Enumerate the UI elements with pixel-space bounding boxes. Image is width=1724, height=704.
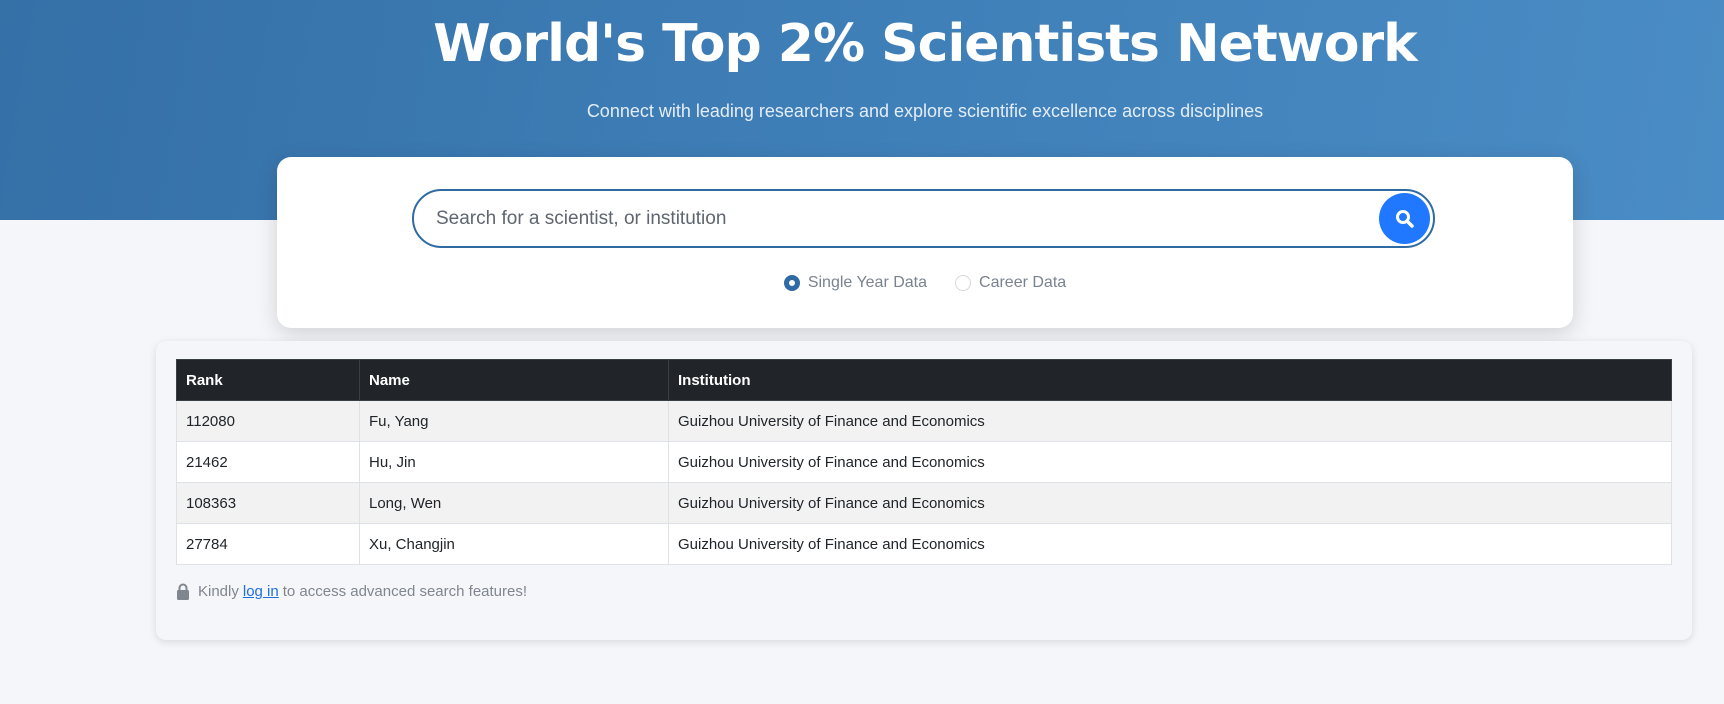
institution-cell: Guizhou University of Finance and Econom…	[668, 441, 1672, 483]
radio-career[interactable]: Career Data	[955, 274, 1066, 292]
login-note: Kindly log in to access advanced search fe…	[176, 583, 527, 600]
results-panel: Rank Name Institution 112080 Fu, Yang Guiz…	[156, 341, 1692, 640]
lock-icon	[177, 583, 189, 600]
login-link[interactable]: log in	[242, 583, 279, 600]
page-subtitle: Connect with leading researchers and exp…	[586, 101, 1264, 121]
note-prefix: Kindly	[198, 583, 239, 600]
column-header-rank[interactable]: Rank	[176, 359, 360, 401]
institution-cell: Guizhou University of Finance and Econom…	[668, 523, 1672, 565]
column-header-institution[interactable]: Institution	[668, 359, 1672, 401]
radio-single-year[interactable]: Single Year Data	[783, 274, 928, 292]
results-table: Rank Name Institution 112080 Fu, Yang Guiz…	[176, 359, 1672, 565]
rank-cell: 112080	[176, 400, 360, 442]
name-cell: Fu, Yang	[359, 400, 669, 442]
name-cell: Hu, Jin	[359, 441, 669, 483]
radio-label: Single Year Data	[807, 274, 928, 291]
radio-unchecked-icon[interactable]	[955, 275, 972, 291]
column-header-name[interactable]: Name	[359, 359, 669, 401]
radio-checked-icon[interactable]	[783, 275, 800, 291]
institution-cell: Guizhou University of Finance and Econom…	[668, 400, 1672, 442]
table-row[interactable]: 108363 Long, Wen Guizhou University of Fin…	[176, 482, 1672, 524]
rank-cell: 108363	[176, 482, 360, 524]
search-input[interactable]	[436, 191, 1336, 246]
search-button[interactable]	[1379, 193, 1430, 244]
rank-cell: 27784	[176, 523, 360, 565]
table-row[interactable]: 112080 Fu, Yang Guizhou University of Fina…	[176, 400, 1672, 442]
radio-label: Career Data	[979, 274, 1067, 291]
rank-cell: 21462	[176, 441, 360, 483]
search-card: Single Year Data Career Data	[277, 157, 1573, 328]
name-cell: Xu, Changjin	[359, 523, 669, 565]
search-icon	[1395, 209, 1414, 228]
page-title: World's Top 2% Scientists Network	[433, 14, 1417, 74]
name-cell: Long, Wen	[359, 482, 669, 524]
data-type-options: Single Year Data Career Data	[277, 274, 1573, 292]
table-row[interactable]: 21462 Hu, Jin Guizhou University of Financ…	[176, 441, 1672, 483]
note-suffix: to access advanced search features!	[282, 583, 528, 600]
table-row[interactable]: 27784 Xu, Changjin Guizhou University of F…	[176, 523, 1672, 565]
search-bar	[412, 189, 1435, 248]
institution-cell: Guizhou University of Finance and Econom…	[668, 482, 1672, 524]
